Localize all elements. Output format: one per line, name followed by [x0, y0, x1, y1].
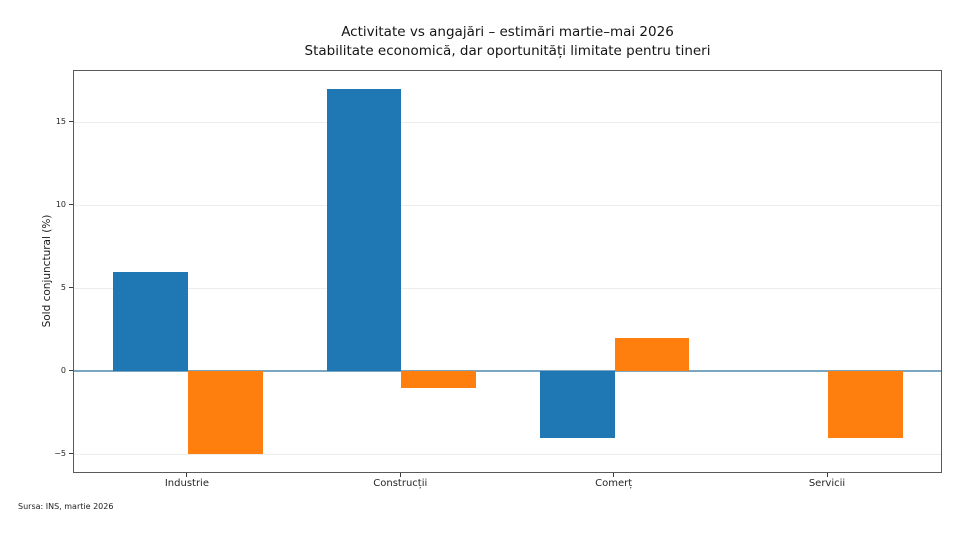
- bar-series1-2: [326, 89, 402, 372]
- y-tick: [69, 286, 73, 288]
- zero-axis-line: [74, 370, 941, 372]
- x-tick-label: Servicii: [808, 478, 846, 489]
- y-tick: [69, 369, 73, 371]
- x-tick-label: Construcții: [373, 478, 428, 489]
- x-tick: [613, 473, 615, 477]
- bar-series2-4: [828, 371, 903, 438]
- y-tick-label: −5: [54, 448, 66, 458]
- plot-area: [73, 70, 942, 473]
- gridline: [74, 287, 941, 289]
- bar-series1-1: [113, 271, 188, 372]
- gridline: [74, 204, 941, 206]
- bar-series1-3: [539, 371, 615, 438]
- y-tick: [69, 120, 73, 122]
- x-tick: [399, 473, 401, 477]
- gridline: [74, 453, 941, 455]
- x-tick: [826, 473, 828, 477]
- y-tick-label: 15: [55, 116, 66, 126]
- x-tick-label: Industrie: [164, 478, 209, 489]
- y-tick: [69, 452, 73, 454]
- chart-title: Activitate vs angajări – estimări martie…: [341, 24, 674, 40]
- gridline: [74, 121, 941, 123]
- y-tick: [69, 203, 73, 205]
- x-tick-label: Comerț: [595, 478, 633, 489]
- y-tick-label: 0: [60, 365, 66, 375]
- bar-series2-2: [401, 371, 476, 388]
- y-tick-label: 5: [60, 282, 66, 292]
- bar-series2-3: [614, 338, 690, 372]
- x-tick: [186, 473, 188, 477]
- source-note: Sursa: INS, martie 2026: [18, 502, 114, 511]
- bar-series2-1: [187, 371, 263, 455]
- chart-subtitle: Stabilitate economică, dar oportunități …: [304, 43, 711, 59]
- y-tick-label: 10: [55, 199, 66, 209]
- y-axis-label: Sold conjunctural (%): [41, 214, 53, 328]
